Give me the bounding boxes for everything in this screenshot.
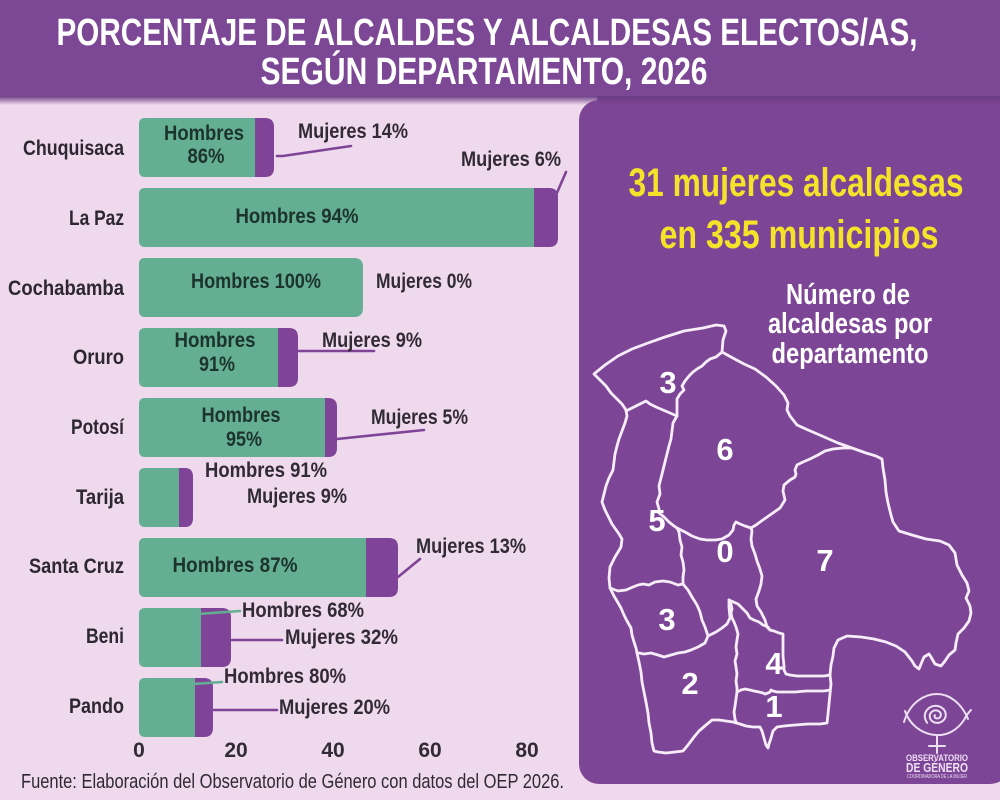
svg-text:Cochabamba: Cochabamba [8, 277, 124, 300]
svg-text:departamento: departamento [772, 338, 929, 370]
svg-text:PORCENTAJE DE ALCALDES Y ALCAL: PORCENTAJE DE ALCALDES Y ALCALDESAS ELEC… [57, 12, 918, 54]
svg-text:95%: 95% [226, 428, 262, 451]
svg-text:Hombres 91%: Hombres 91% [205, 459, 327, 482]
svg-text:DE GÉNERO: DE GÉNERO [906, 760, 968, 775]
svg-text:Beni: Beni [86, 625, 124, 648]
svg-text:Mujeres 20%: Mujeres 20% [279, 696, 390, 719]
svg-text:alcaldesas por: alcaldesas por [768, 308, 932, 340]
svg-text:Mujeres 13%: Mujeres 13% [416, 535, 526, 558]
svg-text:Potosí: Potosí [71, 416, 125, 439]
svg-text:4: 4 [765, 646, 783, 681]
svg-text:Mujeres 6%: Mujeres 6% [461, 148, 561, 171]
svg-text:Chuquisaca: Chuquisaca [23, 137, 124, 160]
svg-text:Fuente: Elaboración del Observ: Fuente: Elaboración del Observatorio de … [21, 771, 564, 793]
svg-text:Hombres: Hombres [175, 329, 256, 352]
svg-text:Mujeres 5%: Mujeres 5% [371, 406, 468, 429]
svg-text:0: 0 [133, 739, 145, 762]
svg-text:1: 1 [765, 689, 782, 724]
svg-text:Hombres 87%: Hombres 87% [173, 554, 298, 577]
svg-text:Tarija: Tarija [76, 486, 124, 509]
svg-text:60: 60 [418, 739, 441, 762]
svg-text:COORDINADORA DE LA MUJER: COORDINADORA DE LA MUJER [907, 774, 967, 780]
svg-text:3: 3 [658, 602, 675, 637]
svg-text:Oruro: Oruro [73, 346, 124, 369]
svg-text:Hombres 100%: Hombres 100% [191, 270, 321, 293]
svg-text:Mujeres 9%: Mujeres 9% [322, 329, 422, 352]
svg-text:OBSERVATORIO: OBSERVATORIO [906, 753, 968, 763]
svg-text:0: 0 [716, 534, 733, 569]
svg-text:Mujeres 32%: Mujeres 32% [285, 626, 398, 649]
svg-text:80: 80 [515, 739, 538, 762]
svg-text:20: 20 [224, 739, 247, 762]
svg-text:en 335 municipios: en 335 municipios [660, 213, 939, 257]
svg-text:Pando: Pando [69, 695, 124, 718]
svg-text:2: 2 [681, 666, 698, 701]
svg-text:86%: 86% [188, 145, 225, 168]
svg-text:Hombres: Hombres [202, 404, 281, 427]
svg-text:Hombres 94%: Hombres 94% [236, 205, 359, 228]
svg-text:La Paz: La Paz [69, 207, 124, 230]
svg-text:31 mujeres alcaldesas: 31 mujeres alcaldesas [629, 161, 964, 205]
svg-text:Hombres: Hombres [164, 122, 244, 145]
svg-text:Número de: Número de [786, 279, 910, 311]
svg-text:40: 40 [321, 739, 344, 762]
svg-text:Hombres 68%: Hombres 68% [242, 599, 364, 622]
svg-text:7: 7 [816, 543, 833, 578]
svg-text:3: 3 [659, 365, 676, 400]
svg-text:Hombres 80%: Hombres 80% [224, 665, 346, 688]
svg-text:SEGÚN DEPARTAMENTO, 2026: SEGÚN DEPARTAMENTO, 2026 [261, 49, 708, 93]
svg-text:5: 5 [648, 503, 665, 538]
svg-text:Santa Cruz: Santa Cruz [29, 555, 124, 578]
svg-text:Mujeres 9%: Mujeres 9% [247, 485, 347, 508]
svg-text:Mujeres 0%: Mujeres 0% [376, 270, 472, 293]
svg-text:6: 6 [716, 432, 733, 467]
svg-text:91%: 91% [199, 353, 235, 376]
svg-text:Mujeres 14%: Mujeres 14% [298, 120, 408, 143]
